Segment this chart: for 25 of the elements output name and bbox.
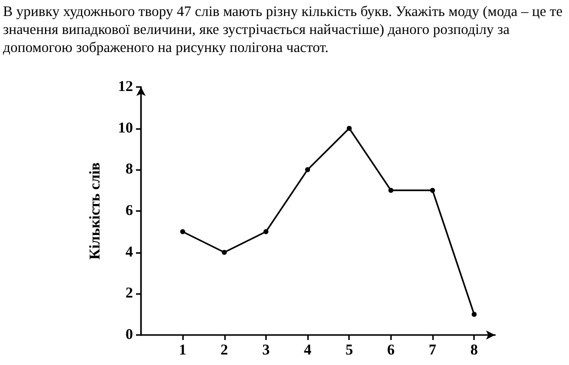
point bbox=[430, 188, 436, 193]
x-tick-label: 5 bbox=[345, 342, 353, 358]
point bbox=[222, 250, 227, 255]
y-tick-label: 8 bbox=[126, 162, 133, 178]
y-tick-label: 12 bbox=[118, 79, 133, 95]
x-tick-label: 4 bbox=[304, 342, 312, 358]
point bbox=[472, 312, 477, 317]
point bbox=[263, 229, 268, 234]
y-tick-label: 0 bbox=[126, 327, 133, 343]
point bbox=[388, 188, 394, 193]
x-tick-label: 6 bbox=[387, 342, 396, 358]
x-tick-label: 7 bbox=[428, 342, 437, 358]
chart-title: В уривку художнього твору 47 слів мають різну кількість букв. Укажіть моду (мода – це те значення випадкової величини, яке зустрічається найчастіше) даного розподілу за допомогою зображеного на рисунку полігона частот. bbox=[3, 3, 564, 57]
y-tick-label: 6 bbox=[126, 203, 134, 219]
x-tick-label: 2 bbox=[220, 342, 228, 358]
y-tick-label: 4 bbox=[126, 244, 134, 260]
point bbox=[180, 229, 186, 234]
y-axis-title: Кількість слів bbox=[88, 162, 104, 260]
point bbox=[346, 126, 352, 131]
y-tick-label: 10 bbox=[118, 120, 133, 136]
x-tick-label: 3 bbox=[262, 342, 270, 358]
x-tick-label: 1 bbox=[178, 342, 186, 358]
point bbox=[305, 167, 310, 172]
x-tick-label: 8 bbox=[470, 342, 478, 358]
y-tick-label: 2 bbox=[126, 286, 133, 302]
